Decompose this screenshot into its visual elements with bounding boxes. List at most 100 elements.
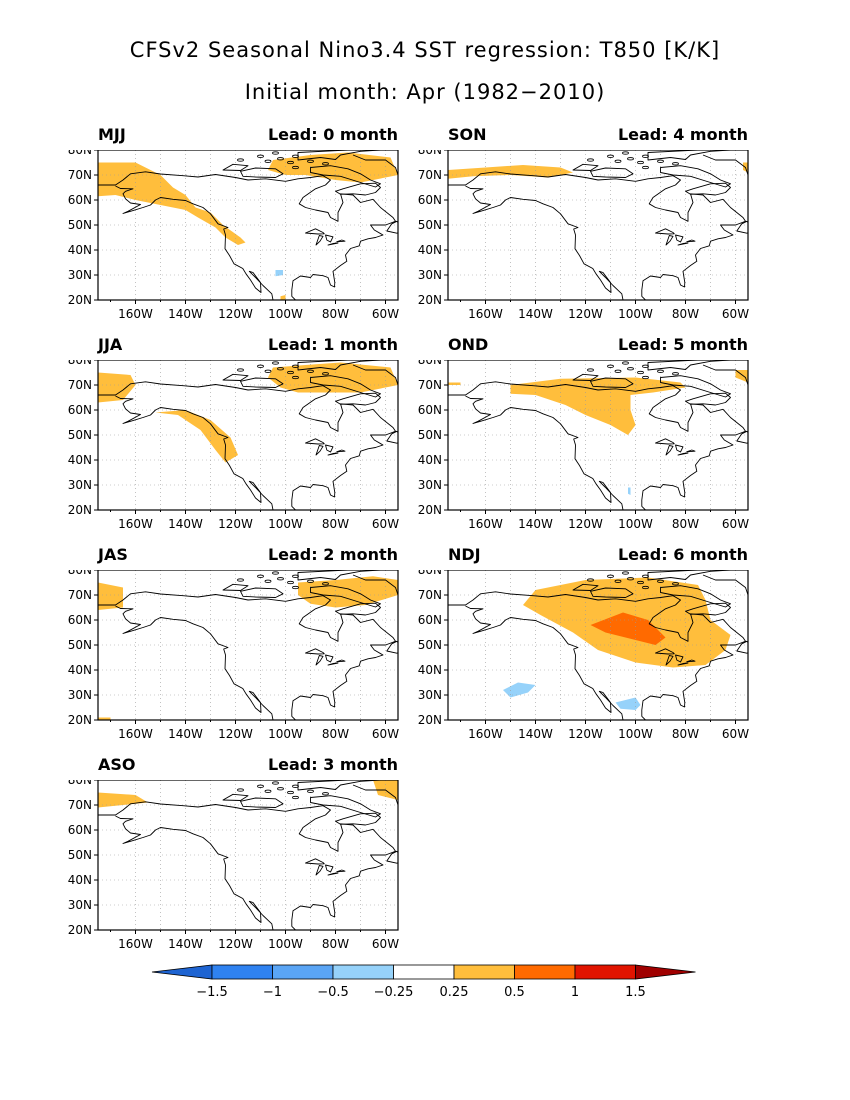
island-outline <box>685 182 731 196</box>
positive-anomaly-region <box>98 582 123 610</box>
lon-tick-label: 100W <box>268 937 303 951</box>
greenland-outline <box>702 150 748 181</box>
coastline <box>115 395 274 510</box>
lon-tick-label: 100W <box>618 727 653 741</box>
island-outline <box>310 375 381 398</box>
lat-tick-label: 20N <box>418 713 442 727</box>
coastline <box>98 381 396 510</box>
island-outline <box>572 373 599 381</box>
lon-tick-label: 140W <box>168 727 203 741</box>
lon-tick-label: 100W <box>268 307 303 321</box>
season-label: JAS <box>98 545 128 564</box>
arctic-island <box>292 585 299 590</box>
island-outline <box>590 377 634 388</box>
island-outline <box>297 150 381 161</box>
lake-outline <box>675 654 684 663</box>
lead-label: Lead: 6 month <box>617 545 748 564</box>
lake-outline <box>686 449 696 453</box>
negative-anomaly-region <box>503 682 536 698</box>
colorbar-label: −1 <box>263 985 282 1000</box>
colorbar-box <box>393 964 455 980</box>
lake-outline <box>315 235 324 246</box>
lon-tick-label: 120W <box>218 937 253 951</box>
positive-anomaly-region <box>268 362 398 393</box>
lon-tick-label: 60W <box>372 727 399 741</box>
lead-label: Lead: 0 month <box>267 125 398 144</box>
lon-tick-label: 140W <box>168 937 203 951</box>
panel-header: ASO Lead: 3 month <box>98 755 398 777</box>
lat-tick-label: 40N <box>418 663 442 677</box>
lake-outline <box>686 659 696 663</box>
lat-tick-label: 50N <box>68 428 92 442</box>
colorbar: −1.5 −1 −0.5 −0.25 0.25 0.5 1 1.5 <box>151 964 696 1000</box>
lon-tick-label: 80W <box>322 517 349 531</box>
lake-outline <box>327 242 339 246</box>
greenland-outline <box>352 780 398 811</box>
positive-anomaly-region <box>155 410 238 463</box>
arctic-island <box>292 165 299 170</box>
island-outline <box>590 587 634 598</box>
arctic-island <box>657 159 664 163</box>
lat-tick-label: 70N <box>418 378 442 392</box>
lat-tick-label: 70N <box>68 168 92 182</box>
lon-tick-label: 60W <box>372 937 399 951</box>
lat-tick-label: 20N <box>418 503 442 517</box>
arctic-island <box>614 579 622 583</box>
island-outline <box>240 167 284 178</box>
arctic-island <box>672 582 679 586</box>
arctic-island <box>287 790 294 795</box>
island-outline <box>660 585 731 608</box>
lon-tick-label: 160W <box>468 727 503 741</box>
arctic-island <box>642 154 649 158</box>
lat-tick-label: 50N <box>418 428 442 442</box>
island-outline <box>660 165 731 188</box>
lat-tick-label: 50N <box>418 638 442 652</box>
lat-tick-label: 60N <box>68 613 92 627</box>
arctic-island <box>642 165 649 170</box>
lake-outline <box>677 242 689 246</box>
lon-tick-label: 80W <box>672 517 699 531</box>
greenland-outline <box>702 360 748 391</box>
lake-outline <box>325 444 334 453</box>
lat-tick-label: 60N <box>418 403 442 417</box>
lat-tick-label: 60N <box>68 823 92 837</box>
lake-outline <box>327 872 339 876</box>
positive-anomaly-region <box>510 377 686 435</box>
island-outline <box>335 392 381 406</box>
colorbar-label: 0.25 <box>440 985 469 1000</box>
arctic-island <box>292 574 299 578</box>
lake-outline <box>305 858 325 865</box>
arctic-island <box>237 158 244 162</box>
island-outline <box>572 163 599 171</box>
arctic-island <box>277 787 284 791</box>
island-outline <box>240 797 284 808</box>
island-outline <box>572 583 599 591</box>
lat-tick-label: 80N <box>68 150 92 157</box>
lon-tick-label: 120W <box>218 307 253 321</box>
lon-tick-label: 60W <box>722 727 749 741</box>
lead-label: Lead: 2 month <box>267 545 398 564</box>
colorbar-box <box>211 964 273 980</box>
lat-tick-label: 40N <box>68 873 92 887</box>
arctic-island <box>322 372 329 376</box>
lon-tick-label: 80W <box>322 307 349 321</box>
island-outline <box>222 583 249 591</box>
season-label: SON <box>448 125 487 144</box>
lat-tick-label: 30N <box>68 478 92 492</box>
arctic-island <box>672 162 679 166</box>
lake-outline <box>677 452 689 456</box>
lat-tick-label: 60N <box>418 613 442 627</box>
island-outline <box>736 220 748 234</box>
lon-tick-label: 140W <box>518 307 553 321</box>
season-label: OND <box>448 335 489 354</box>
lon-tick-label: 120W <box>568 307 603 321</box>
arctic-island <box>627 367 634 371</box>
coastline <box>465 605 624 720</box>
arctic-island <box>672 372 679 376</box>
arctic-island <box>322 162 329 166</box>
lat-tick-label: 50N <box>68 638 92 652</box>
arctic-island <box>607 574 614 578</box>
negative-anomaly-region <box>628 487 631 495</box>
arctic-island <box>307 789 314 793</box>
lat-tick-label: 60N <box>68 193 92 207</box>
